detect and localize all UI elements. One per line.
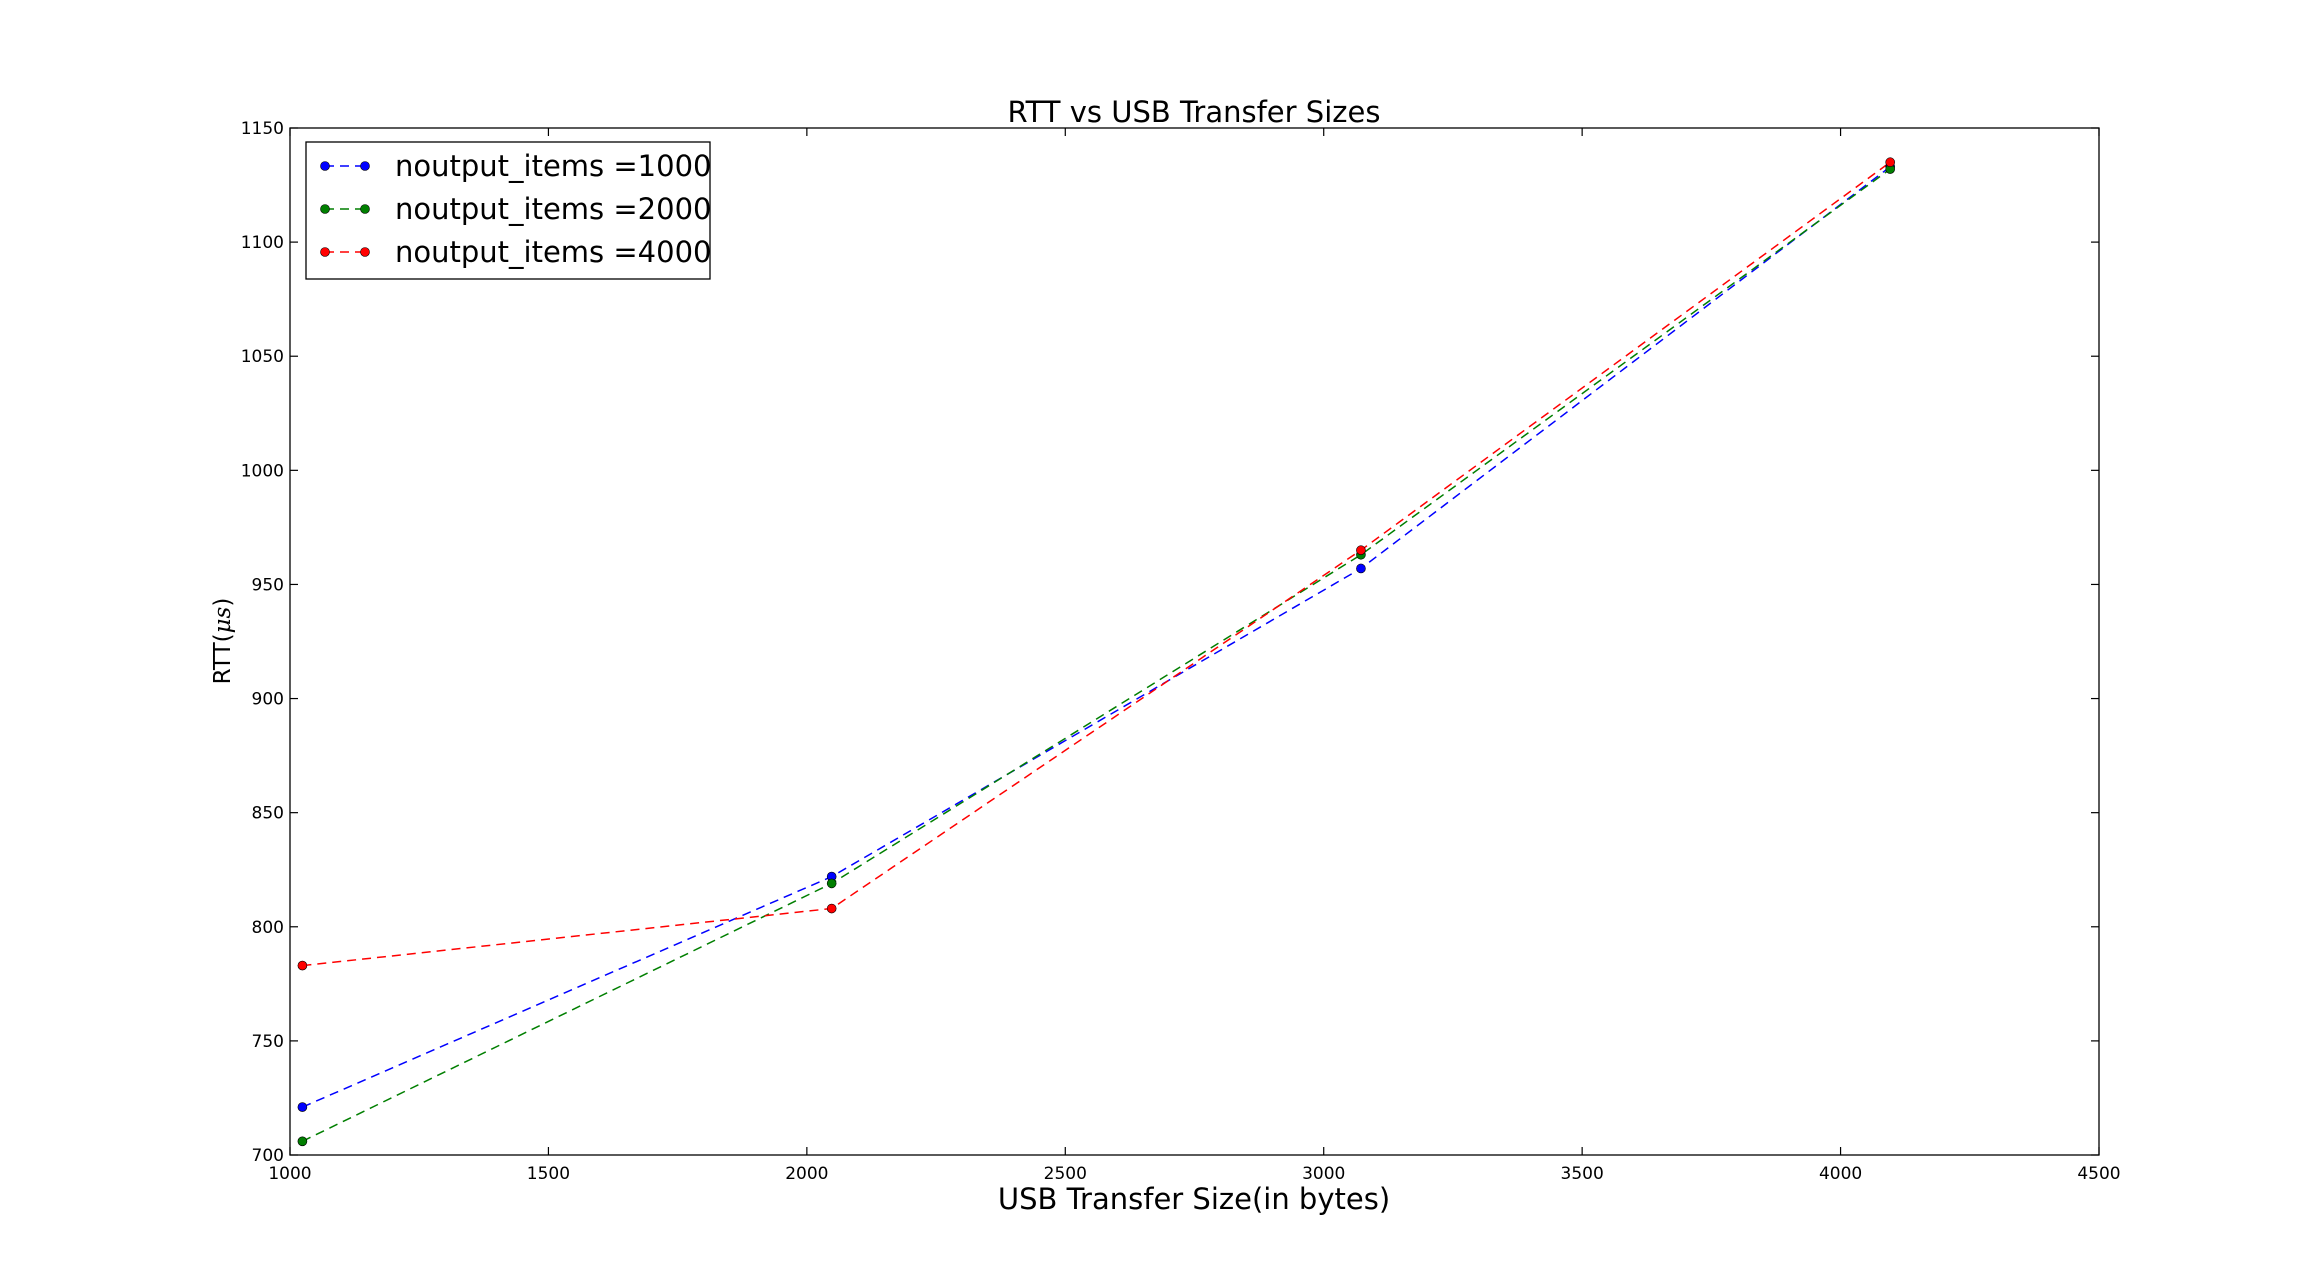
legend-label-0: noutput_items =1000 (395, 149, 711, 183)
y-tick-label-8: 1100 (241, 233, 284, 253)
point-2-2 (1356, 545, 1366, 556)
y-tick-label-0: 700 (252, 1146, 284, 1166)
legend: noutput_items =1000 noutput_items =2000 no… (305, 141, 711, 280)
x-tick-label-3: 2500 (1044, 1164, 1087, 1184)
series-lines (302, 161, 1891, 1142)
point-0-0 (297, 1102, 308, 1112)
plot-area (290, 128, 2099, 1155)
y-tick-label-7: 1050 (241, 347, 284, 367)
point-0-2 (1356, 563, 1366, 574)
legend-marker-end-1 (360, 204, 370, 214)
series-line-1 (302, 168, 1891, 1142)
y-tick-label-1: 750 (252, 1032, 284, 1052)
legend-marker-0 (320, 161, 330, 171)
x-tick-label-1: 1500 (527, 1164, 570, 1184)
y-tick-label-2: 800 (252, 918, 284, 938)
series-points (297, 157, 1895, 1147)
x-tick-label-6: 4000 (1819, 1164, 1862, 1184)
point-2-0 (297, 960, 308, 971)
x-axis-label: USB Transfer Size(in bytes) (998, 1182, 1390, 1216)
series-line-0 (302, 166, 1891, 1108)
legend-marker-end-0 (360, 161, 370, 171)
legend-box (305, 141, 711, 280)
y-tick-label-3: 850 (252, 804, 284, 824)
legend-marker-end-2 (360, 247, 370, 257)
x-tick-label-4: 3000 (1302, 1164, 1345, 1184)
x-tick-label-0: 1000 (268, 1164, 311, 1184)
point-1-0 (297, 1136, 308, 1147)
y-tick-label-5: 950 (252, 575, 284, 595)
legend-marker-1 (320, 204, 330, 214)
y-tick-label-4: 900 (252, 690, 284, 710)
ticks: 1000 1500 2000 2500 3000 3500 4000 4500 700 750 80… (241, 119, 2121, 1184)
point-2-3 (1885, 157, 1895, 168)
legend-marker-2 (320, 247, 330, 257)
y-tick-label-9: 1150 (241, 119, 284, 139)
legend-label-1: noutput_items =2000 (395, 192, 711, 226)
y-tick-label-6: 1000 (241, 461, 284, 481)
point-2-1 (826, 903, 837, 914)
x-tick-label-7: 4500 (2077, 1164, 2120, 1184)
chart-title: RTT vs USB Transfer Sizes (1008, 95, 1381, 129)
point-1-1 (826, 878, 837, 889)
legend-label-2: noutput_items =4000 (395, 235, 711, 269)
x-tick-label-5: 3500 (1561, 1164, 1604, 1184)
plot-frame (289, 127, 2100, 1156)
x-tick-label-2: 2000 (785, 1164, 828, 1184)
y-axis-label: RTT(μs) (210, 598, 236, 685)
